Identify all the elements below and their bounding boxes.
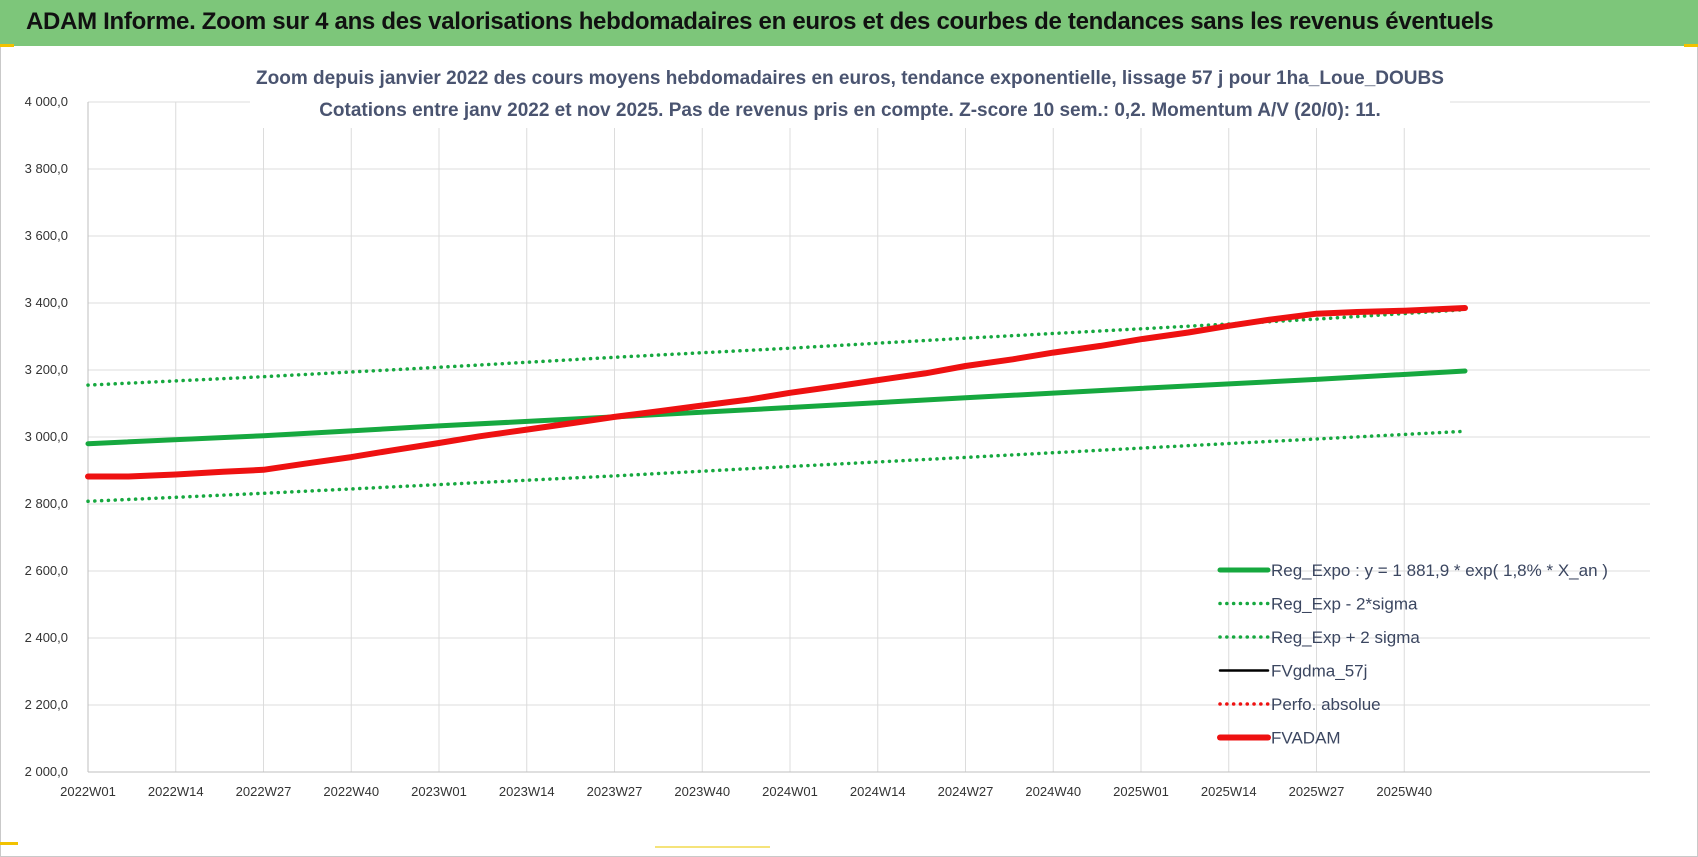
legend-label: FVgdma_57j [1271,662,1367,681]
x-tick-label: 2022W14 [148,784,204,799]
corner-accent-top-left [0,44,14,47]
x-tick-label: 2022W01 [60,784,116,799]
x-tick-label: 2023W01 [411,784,467,799]
legend-label: FVADAM [1271,729,1341,748]
y-tick-label: 2 200,0 [25,697,68,712]
legend-label: Perfo. absolue [1271,695,1381,714]
legend-label: Reg_Expo : y = 1 881,9 * exp( 1,8% * X_a… [1271,561,1608,580]
y-tick-label: 2 000,0 [25,764,68,779]
y-tick-label: 4 000,0 [25,94,68,109]
chart-legend: Reg_Expo : y = 1 881,9 * exp( 1,8% * X_a… [1217,561,1608,748]
x-axis: 2022W01 2022W14 2022W27 2022W40 2023W01 2023W… [60,771,1650,799]
x-tick-label: 2023W27 [587,784,643,799]
y-tick-label: 2 600,0 [25,563,68,578]
banner-title: ADAM Informe. Zoom sur 4 ans des valoris… [26,8,1494,35]
x-tick-label: 2024W40 [1025,784,1081,799]
chart-title-background [250,58,1450,128]
corner-accent-bottom-center [655,846,770,848]
y-tick-label: 2 400,0 [25,630,68,645]
legend-label: Reg_Exp + 2 sigma [1271,628,1420,647]
y-axis: 4 000,0 3 800,0 3 600,0 3 400,0 3 200,0 3 000… [25,94,89,779]
y-tick-label: 3 600,0 [25,228,68,243]
x-tick-label: 2025W27 [1289,784,1345,799]
corner-accent-top-right [1684,44,1698,47]
y-tick-label: 3 000,0 [25,429,68,444]
x-tick-label: 2023W40 [674,784,730,799]
corner-accent-bottom-left [0,842,18,845]
x-tick-label: 2022W27 [236,784,292,799]
x-tick-label: 2023W14 [499,784,555,799]
x-tick-label: 2024W01 [762,784,818,799]
x-tick-label: 2025W14 [1201,784,1257,799]
x-tick-label: 2024W14 [850,784,906,799]
chart-grid [87,101,1650,773]
series-line-fvadam [85,305,1468,480]
legend-label: Reg_Exp - 2*sigma [1271,595,1418,614]
y-tick-label: 3 400,0 [25,295,68,310]
chart-title-line-2: Cotations entre janv 2022 et nov 2025. P… [319,100,1381,121]
series-lines [85,305,1468,504]
x-tick-label: 2022W40 [323,784,379,799]
y-tick-label: 2 800,0 [25,496,68,511]
chart-title-line-1: Zoom depuis janvier 2022 des cours moyen… [256,68,1444,89]
x-tick-label: 2024W27 [938,784,994,799]
y-tick-label: 3 800,0 [25,161,68,176]
series-line-reg_expo [85,368,1468,447]
line-chart: 4 000,0 3 800,0 3 600,0 3 400,0 3 200,0 3 000… [25,58,1650,799]
y-tick-label: 3 200,0 [25,362,68,377]
header-banner: ADAM Informe. Zoom sur 4 ans des valoris… [0,0,1698,46]
x-tick-label: 2025W01 [1113,784,1169,799]
x-tick-label: 2025W40 [1376,784,1432,799]
